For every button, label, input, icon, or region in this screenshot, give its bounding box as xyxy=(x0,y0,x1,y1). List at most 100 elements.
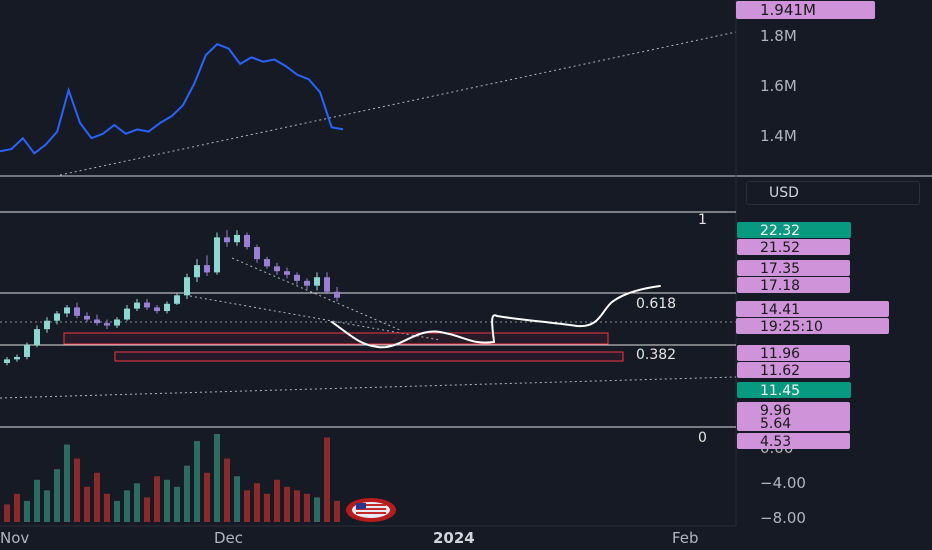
volume-bar xyxy=(284,486,290,522)
volume-bar xyxy=(94,472,100,522)
price-badge-text: 17.35 xyxy=(760,261,800,277)
price-badge xyxy=(736,301,889,317)
price-badge-text: 5.64 xyxy=(760,416,791,432)
price-badge-text: 11.96 xyxy=(760,346,800,362)
candle-body xyxy=(224,237,230,243)
supply-demand-zones[interactable] xyxy=(63,332,624,362)
us-flag-icon[interactable] xyxy=(346,498,396,522)
candle xyxy=(334,286,340,302)
volume-bar xyxy=(194,441,200,522)
indicator-trendline[interactable] xyxy=(59,31,737,176)
resistance-trendline xyxy=(231,257,401,331)
price-badge-text: 11.45 xyxy=(760,383,800,399)
price-badge xyxy=(737,433,850,449)
fib-level-label: 0 xyxy=(698,430,707,446)
time-axis-label: Nov xyxy=(0,529,29,547)
fib-level-label: 0.382 xyxy=(636,347,676,363)
candle-body xyxy=(134,302,140,309)
candle xyxy=(144,298,150,310)
volume-bar xyxy=(64,444,70,522)
candle-body xyxy=(114,319,120,326)
zone-rectangle xyxy=(114,351,624,362)
volume-bar xyxy=(244,490,250,522)
price-badge-text: 19:25:10 xyxy=(760,319,823,335)
price-badge xyxy=(737,382,851,398)
volume-bar xyxy=(184,465,190,522)
candle-body xyxy=(144,302,150,308)
indicator-axis: 1.941M 1.8M 1.6M 1.4M xyxy=(736,1,875,145)
time-axis-label: Dec xyxy=(214,529,243,547)
candle xyxy=(274,262,280,275)
candle-body xyxy=(284,271,290,275)
candle xyxy=(54,311,60,325)
candle xyxy=(104,319,110,330)
indicator-value-badge-text: 1.941M xyxy=(760,1,816,19)
candle xyxy=(24,342,30,360)
price-axis[interactable]: 20.0016.000.00−4.00−8.0022.3221.5217.351… xyxy=(736,222,889,527)
volume-bar xyxy=(224,458,230,522)
candle-body xyxy=(194,265,200,278)
price-badge xyxy=(737,402,850,418)
candle-body xyxy=(74,307,80,316)
volume-bar xyxy=(4,504,10,522)
candle-body xyxy=(324,277,330,292)
candle-body xyxy=(174,295,180,304)
volume-bar xyxy=(24,500,30,522)
candle-body xyxy=(164,303,170,312)
volume-bar xyxy=(14,493,20,522)
candle-body xyxy=(274,266,280,272)
currency-label: USD xyxy=(769,185,799,201)
volume-bar xyxy=(294,490,300,522)
volume-bar xyxy=(264,493,270,522)
price-badge xyxy=(737,345,850,361)
candle xyxy=(74,302,80,319)
volume-bar xyxy=(254,483,260,522)
price-badge xyxy=(737,362,850,378)
candle xyxy=(184,273,190,299)
candle-body xyxy=(264,259,270,267)
candle xyxy=(314,272,320,291)
time-axis-label: 2024 xyxy=(433,529,475,547)
volume-bar xyxy=(314,497,320,522)
candle-body xyxy=(304,280,310,286)
volume-bar xyxy=(204,472,210,522)
candle-body xyxy=(244,234,250,248)
price-trendlines[interactable] xyxy=(0,257,737,399)
price-badge xyxy=(737,277,850,293)
candle-body xyxy=(154,307,160,312)
price-badge xyxy=(737,260,850,276)
candle xyxy=(234,230,240,246)
candle-body xyxy=(334,291,340,298)
candle-body xyxy=(294,274,300,281)
candle-body xyxy=(214,237,220,273)
candle-body xyxy=(64,307,70,314)
candle xyxy=(64,305,70,318)
volume-bar xyxy=(124,490,130,522)
candle-body xyxy=(104,323,110,326)
fib-level-label: 1 xyxy=(698,212,707,228)
candle xyxy=(94,314,100,326)
candle-body xyxy=(84,315,90,320)
candle-body xyxy=(4,359,10,363)
volume-bar xyxy=(274,479,280,522)
currency-selector[interactable]: USD xyxy=(746,181,920,205)
projection-path[interactable] xyxy=(331,285,661,349)
candle xyxy=(114,317,120,328)
fib-retracement[interactable]: 1 0.618 0.382 0 xyxy=(0,211,736,446)
volume-bar xyxy=(114,500,120,522)
candle xyxy=(4,356,10,366)
price-badge-text: 22.32 xyxy=(760,223,800,239)
candle xyxy=(254,244,260,263)
volume-bar xyxy=(334,500,340,522)
volume-bar xyxy=(74,458,80,522)
time-axis[interactable]: Nov Dec 2024 Feb xyxy=(0,525,736,547)
price-badge-text: 4.53 xyxy=(760,434,791,450)
candle xyxy=(194,259,200,283)
candle xyxy=(124,305,130,321)
candle xyxy=(44,317,50,333)
indicator-value-badge xyxy=(736,1,875,19)
price-badge-text: 17.18 xyxy=(760,278,800,294)
candle xyxy=(324,272,330,295)
candle-body xyxy=(94,319,100,324)
